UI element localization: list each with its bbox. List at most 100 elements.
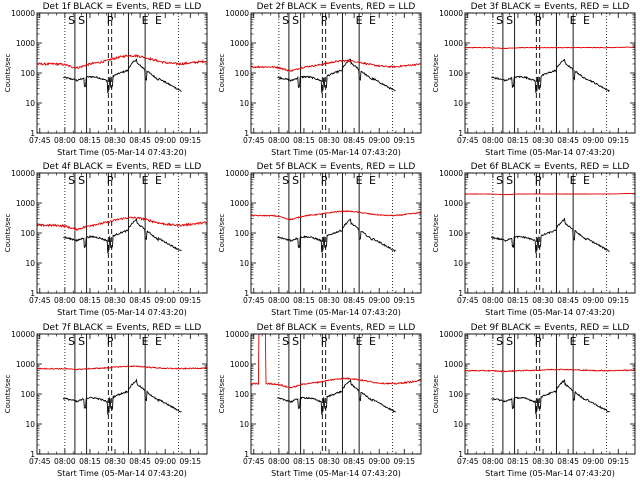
y-tick-label: 1	[30, 450, 35, 459]
y-tick-label: 10000	[439, 169, 463, 178]
panel-det-4: Det 4f BLACK = Events, RED = LLD Counts/s…	[4, 162, 208, 317]
series-events-line	[277, 218, 396, 253]
marker-letter-s: S	[496, 335, 503, 348]
marker-letter-p: P	[107, 14, 114, 27]
marker-letter-p: P	[535, 335, 542, 348]
series-lld-line	[36, 216, 207, 232]
x-tick-label: 08:45	[129, 136, 151, 145]
x-tick-label: 09:15	[179, 296, 201, 305]
x-tick-label: 08:45	[343, 296, 365, 305]
x-tick-label: 07:45	[243, 136, 265, 145]
x-tick-label: 09:15	[607, 136, 629, 145]
y-tick-label: 10	[453, 420, 463, 429]
series-lld-line	[251, 209, 421, 221]
marker-letter-e: E	[142, 335, 149, 348]
series-lld-line	[465, 368, 635, 373]
x-tick-label: 07:45	[457, 457, 479, 466]
marker-letter-s: S	[292, 14, 299, 27]
marker-letter-e: E	[155, 174, 162, 187]
y-axis-label: Counts/sec	[218, 214, 226, 253]
y-tick-label: 10	[239, 99, 249, 108]
y-tick-label: 1	[458, 289, 463, 298]
y-tick-label: 10	[25, 259, 35, 268]
marker-letter-s: S	[496, 174, 503, 187]
marker-letter-e: E	[369, 14, 376, 27]
x-tick-label: 08:30	[318, 457, 340, 466]
x-tick-label: 09:15	[179, 457, 201, 466]
x-tick-label: 07:45	[457, 296, 479, 305]
x-tick-label: 08:30	[532, 296, 554, 305]
x-tick-label: 08:15	[79, 457, 101, 466]
x-tick-label: 09:15	[179, 136, 201, 145]
y-tick-label: 10	[239, 259, 249, 268]
marker-letter-s: S	[292, 335, 299, 348]
marker-letter-e: E	[356, 174, 363, 187]
panel-det-2: Det 2f BLACK = Events, RED = LLD Counts/s…	[218, 2, 422, 157]
panel-det-3: Det 3f BLACK = Events, RED = LLD Counts/s…	[432, 2, 636, 157]
x-tick-label: 09:15	[607, 457, 629, 466]
y-tick-label: 100	[449, 69, 464, 78]
marker-letter-e: E	[583, 174, 590, 187]
series-events-line	[491, 58, 610, 93]
x-axis-label: Start Time (05-Mar-14 07:43:20)	[57, 469, 187, 478]
marker-letter-e: E	[356, 335, 363, 348]
y-tick-label: 1000	[230, 360, 249, 369]
panel-det-7: Det 7f BLACK = Events, RED = LLD Counts/s…	[4, 323, 208, 478]
panel-det-5: Det 5f BLACK = Events, RED = LLD Counts/s…	[218, 162, 422, 317]
marker-letter-p: P	[321, 174, 328, 187]
x-tick-label: 08:00	[268, 457, 290, 466]
x-tick-label: 07:45	[29, 296, 51, 305]
y-tick-label: 10000	[439, 9, 463, 18]
x-axis-label: Start Time (05-Mar-14 07:43:20)	[57, 148, 187, 157]
y-tick-label: 1000	[444, 199, 463, 208]
x-tick-label: 09:00	[154, 296, 176, 305]
y-tick-label: 1000	[444, 360, 463, 369]
panel-title: Det 9f BLACK = Events, RED = LLD	[471, 323, 630, 333]
panel-det-1: Det 1f BLACK = Events, RED = LLD Counts/s…	[4, 2, 208, 157]
x-tick-label: 09:00	[582, 296, 604, 305]
marker-letter-p: P	[535, 174, 542, 187]
y-tick-label: 10	[453, 99, 463, 108]
x-tick-label: 08:15	[293, 136, 315, 145]
marker-letter-e: E	[369, 174, 376, 187]
marker-letter-p: P	[321, 14, 328, 27]
marker-letter-s: S	[68, 14, 75, 27]
x-tick-label: 07:45	[29, 136, 51, 145]
x-tick-label: 08:45	[343, 136, 365, 145]
x-tick-label: 08:45	[557, 136, 579, 145]
marker-letter-e: E	[583, 14, 590, 27]
x-tick-label: 08:00	[482, 296, 504, 305]
y-axis-label: Counts/sec	[218, 375, 226, 414]
plot-frame	[36, 333, 208, 455]
x-tick-label: 08:30	[318, 136, 340, 145]
y-tick-label: 1	[244, 289, 249, 298]
plot-frame	[464, 333, 636, 455]
x-tick-label: 08:00	[268, 296, 290, 305]
y-axis-label: Counts/sec	[4, 54, 12, 93]
y-tick-label: 10000	[225, 169, 249, 178]
x-tick-label: 09:15	[393, 296, 415, 305]
plot-frame	[36, 12, 208, 134]
plot-frame	[250, 172, 422, 294]
marker-letter-p: P	[535, 14, 542, 27]
x-tick-label: 09:15	[393, 136, 415, 145]
series-lld-line	[251, 333, 421, 389]
marker-letter-s: S	[282, 174, 289, 187]
marker-letter-s: S	[68, 335, 75, 348]
marker-letter-e: E	[356, 14, 363, 27]
plot-frame	[464, 12, 636, 134]
y-axis-label: Counts/sec	[432, 214, 440, 253]
x-tick-label: 08:15	[79, 136, 101, 145]
marker-letter-s: S	[78, 14, 85, 27]
x-tick-label: 08:15	[507, 296, 529, 305]
marker-letter-s: S	[292, 174, 299, 187]
y-tick-label: 10000	[439, 330, 463, 339]
y-tick-label: 1000	[16, 39, 35, 48]
panel-title: Det 2f BLACK = Events, RED = LLD	[257, 2, 416, 12]
series-lld-line	[37, 53, 207, 70]
x-tick-label: 08:00	[54, 296, 76, 305]
x-tick-label: 09:15	[607, 296, 629, 305]
y-tick-label: 1	[30, 129, 35, 138]
y-tick-label: 1	[30, 289, 35, 298]
y-tick-label: 1	[244, 129, 249, 138]
